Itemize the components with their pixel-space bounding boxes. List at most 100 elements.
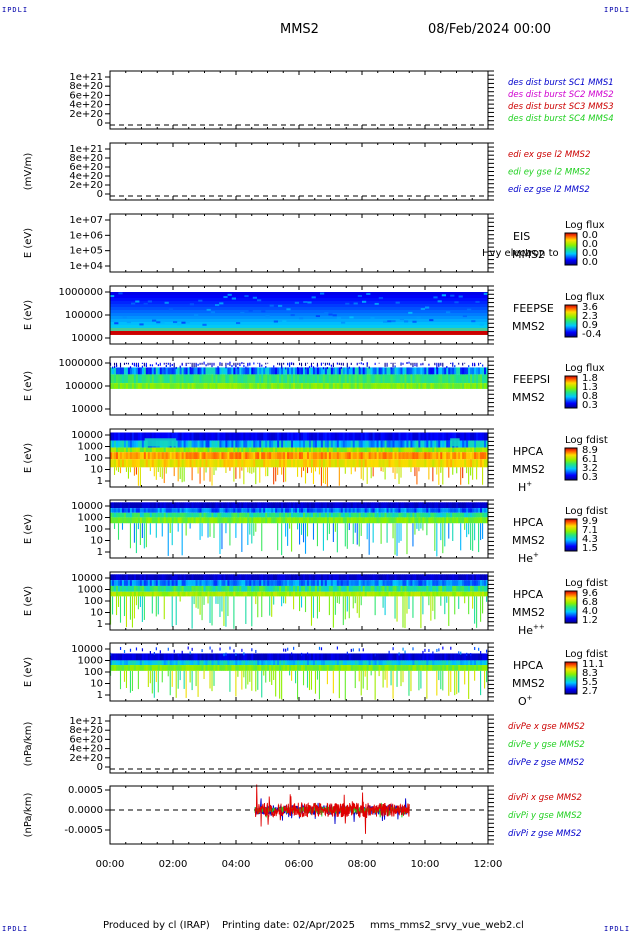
- colorbar-tick-label: 3.2: [582, 463, 598, 474]
- spacecraft-label: MMS2: [512, 534, 545, 547]
- corner-label-top-left: IPDLI: [2, 6, 29, 14]
- x-tick-label: 10:00: [411, 859, 440, 870]
- colorbar: [564, 375, 578, 409]
- spacecraft-label: MMS2: [512, 320, 545, 333]
- legend-entry: des dist burst SC1 MMS1: [508, 78, 614, 88]
- colorbar-tick-label: 6.8: [582, 597, 598, 608]
- y-tick-label: 2e+20: [69, 753, 103, 764]
- y-tick-label: 100000: [65, 310, 103, 321]
- instrument-label: FEEPSI: [513, 373, 550, 386]
- y-axis-label: (nPa/km): [23, 793, 34, 838]
- corner-label-bottom-left: IPDLI: [2, 925, 29, 933]
- legend-entry: divPe x gse MMS2: [508, 722, 585, 732]
- colorbar-title: Log fdist: [565, 435, 608, 446]
- y-tick-label: 6e+20: [69, 90, 103, 101]
- colorbar-tick-label: 6.1: [582, 454, 598, 465]
- y-tick-label: 8e+20: [69, 81, 103, 92]
- legend-entry: divPe z gse MMS2: [508, 758, 584, 768]
- colorbar-tick-label: 0.0: [582, 257, 598, 268]
- x-tick-label: 12:00: [474, 859, 503, 870]
- species-label: O+: [518, 694, 533, 708]
- legend-entry: edi ey gse l2 MMS2: [508, 168, 590, 178]
- y-axis-label: E (eV): [23, 300, 34, 330]
- y-axis-label: E (eV): [23, 443, 34, 473]
- spectrogram-feepsi: [110, 361, 489, 389]
- y-axis-label: E (eV): [23, 228, 34, 258]
- colorbar: [564, 304, 578, 338]
- y-tick-label: 10000: [71, 644, 103, 655]
- instrument-label: HPCA: [513, 516, 544, 529]
- y-tick-label: 0: [97, 118, 103, 129]
- spectrogram-feepse: [110, 292, 488, 335]
- y-tick-label: 10000: [71, 573, 103, 584]
- y-tick-label: 10000: [71, 430, 103, 441]
- colorbar-title: Log fdist: [565, 649, 608, 660]
- y-tick-label: 10000: [71, 501, 103, 512]
- y-tick-label: 4e+20: [69, 744, 103, 755]
- panel-frame-p10: [109, 714, 489, 774]
- x-tick-label: 08:00: [348, 859, 377, 870]
- legend-entry: des dist burst SC2 MMS2: [508, 90, 614, 100]
- colorbar-tick-label: 1.3: [582, 382, 598, 393]
- species-label: H+: [518, 480, 532, 494]
- colorbar-tick-label: 5.5: [582, 677, 598, 688]
- legend-entry: edi ex gse l2 MMS2: [508, 150, 590, 160]
- instrument-label: HPCA: [513, 445, 544, 458]
- y-tick-label: 2e+20: [69, 180, 103, 191]
- y-tick-label: 100000: [65, 381, 103, 392]
- colorbar-tick-label: 8.3: [582, 668, 598, 679]
- legend-entry: edi ez gse l2 MMS2: [508, 185, 590, 195]
- colorbar-tick-label: 11.1: [582, 659, 604, 670]
- y-tick-label: 0: [97, 189, 103, 200]
- y-tick-label: 8e+20: [69, 153, 103, 164]
- spacecraft-title: MMS2: [280, 22, 319, 37]
- panel-frame-p1: [109, 70, 489, 130]
- y-tick-label: 0.0005: [68, 785, 103, 796]
- y-tick-label: 1e+21: [69, 72, 103, 83]
- colorbar-tick-label: 2.3: [582, 311, 598, 322]
- colorbar-tick-label: 8.9: [582, 445, 598, 456]
- legend-entry: divPe y gse MMS2: [508, 740, 585, 750]
- legend-entry: des dist burst SC3 MMS3: [508, 102, 614, 112]
- colorbar: [564, 518, 578, 552]
- colorbar-tick-label: 7.1: [582, 525, 598, 536]
- y-tick-label: 6e+20: [69, 162, 103, 173]
- y-axis-label: E (eV): [23, 371, 34, 401]
- y-tick-label: 10000: [71, 333, 103, 344]
- spacecraft-label: MMS2: [512, 391, 545, 404]
- y-tick-label: 1000: [78, 585, 103, 596]
- colorbar-tick-label: 4.3: [582, 534, 598, 545]
- colorbar-tick-label: 0.0: [582, 239, 598, 250]
- y-tick-label: 4e+20: [69, 171, 103, 182]
- y-tick-label: 100: [84, 596, 103, 607]
- colorbar: [564, 661, 578, 695]
- y-tick-label: 0.0000: [68, 805, 103, 816]
- y-tick-label: 1e+07: [69, 215, 103, 226]
- colorbar-tick-label: 2.7: [582, 686, 598, 697]
- date-title: 08/Feb/2024 00:00: [428, 22, 551, 37]
- y-tick-label: 1000000: [58, 287, 103, 298]
- instrument-label: EIS: [513, 230, 530, 243]
- y-tick-label: 1: [97, 476, 103, 487]
- y-tick-label: 4e+20: [69, 100, 103, 111]
- species-label: He+: [518, 551, 539, 565]
- y-axis-label: (nPa/km): [23, 722, 34, 767]
- y-tick-label: 8e+20: [69, 725, 103, 736]
- footer-printing-date: Printing date: 02/Apr/2025: [222, 920, 355, 931]
- x-tick-label: 00:00: [96, 859, 125, 870]
- colorbar-tick-label: 0.0: [582, 248, 598, 259]
- colorbar-title: Log flux: [565, 292, 605, 303]
- colorbar: [564, 232, 578, 266]
- y-axis-label: E (eV): [23, 657, 34, 687]
- y-tick-label: 1e+04: [69, 261, 103, 272]
- y-tick-label: 10: [90, 536, 103, 547]
- footer-script: mms_mms2_srvy_vue_web2.cl: [370, 920, 524, 931]
- colorbar-tick-label: 9.9: [582, 516, 598, 527]
- spacecraft-label: MMS2: [512, 606, 545, 619]
- panel-frame-p3: [109, 213, 489, 273]
- colorbar-tick-label: 9.6: [582, 588, 598, 599]
- species-label: He++: [518, 623, 545, 637]
- spectrogram-oplus: [110, 646, 489, 700]
- y-tick-label: 1e+05: [69, 246, 103, 257]
